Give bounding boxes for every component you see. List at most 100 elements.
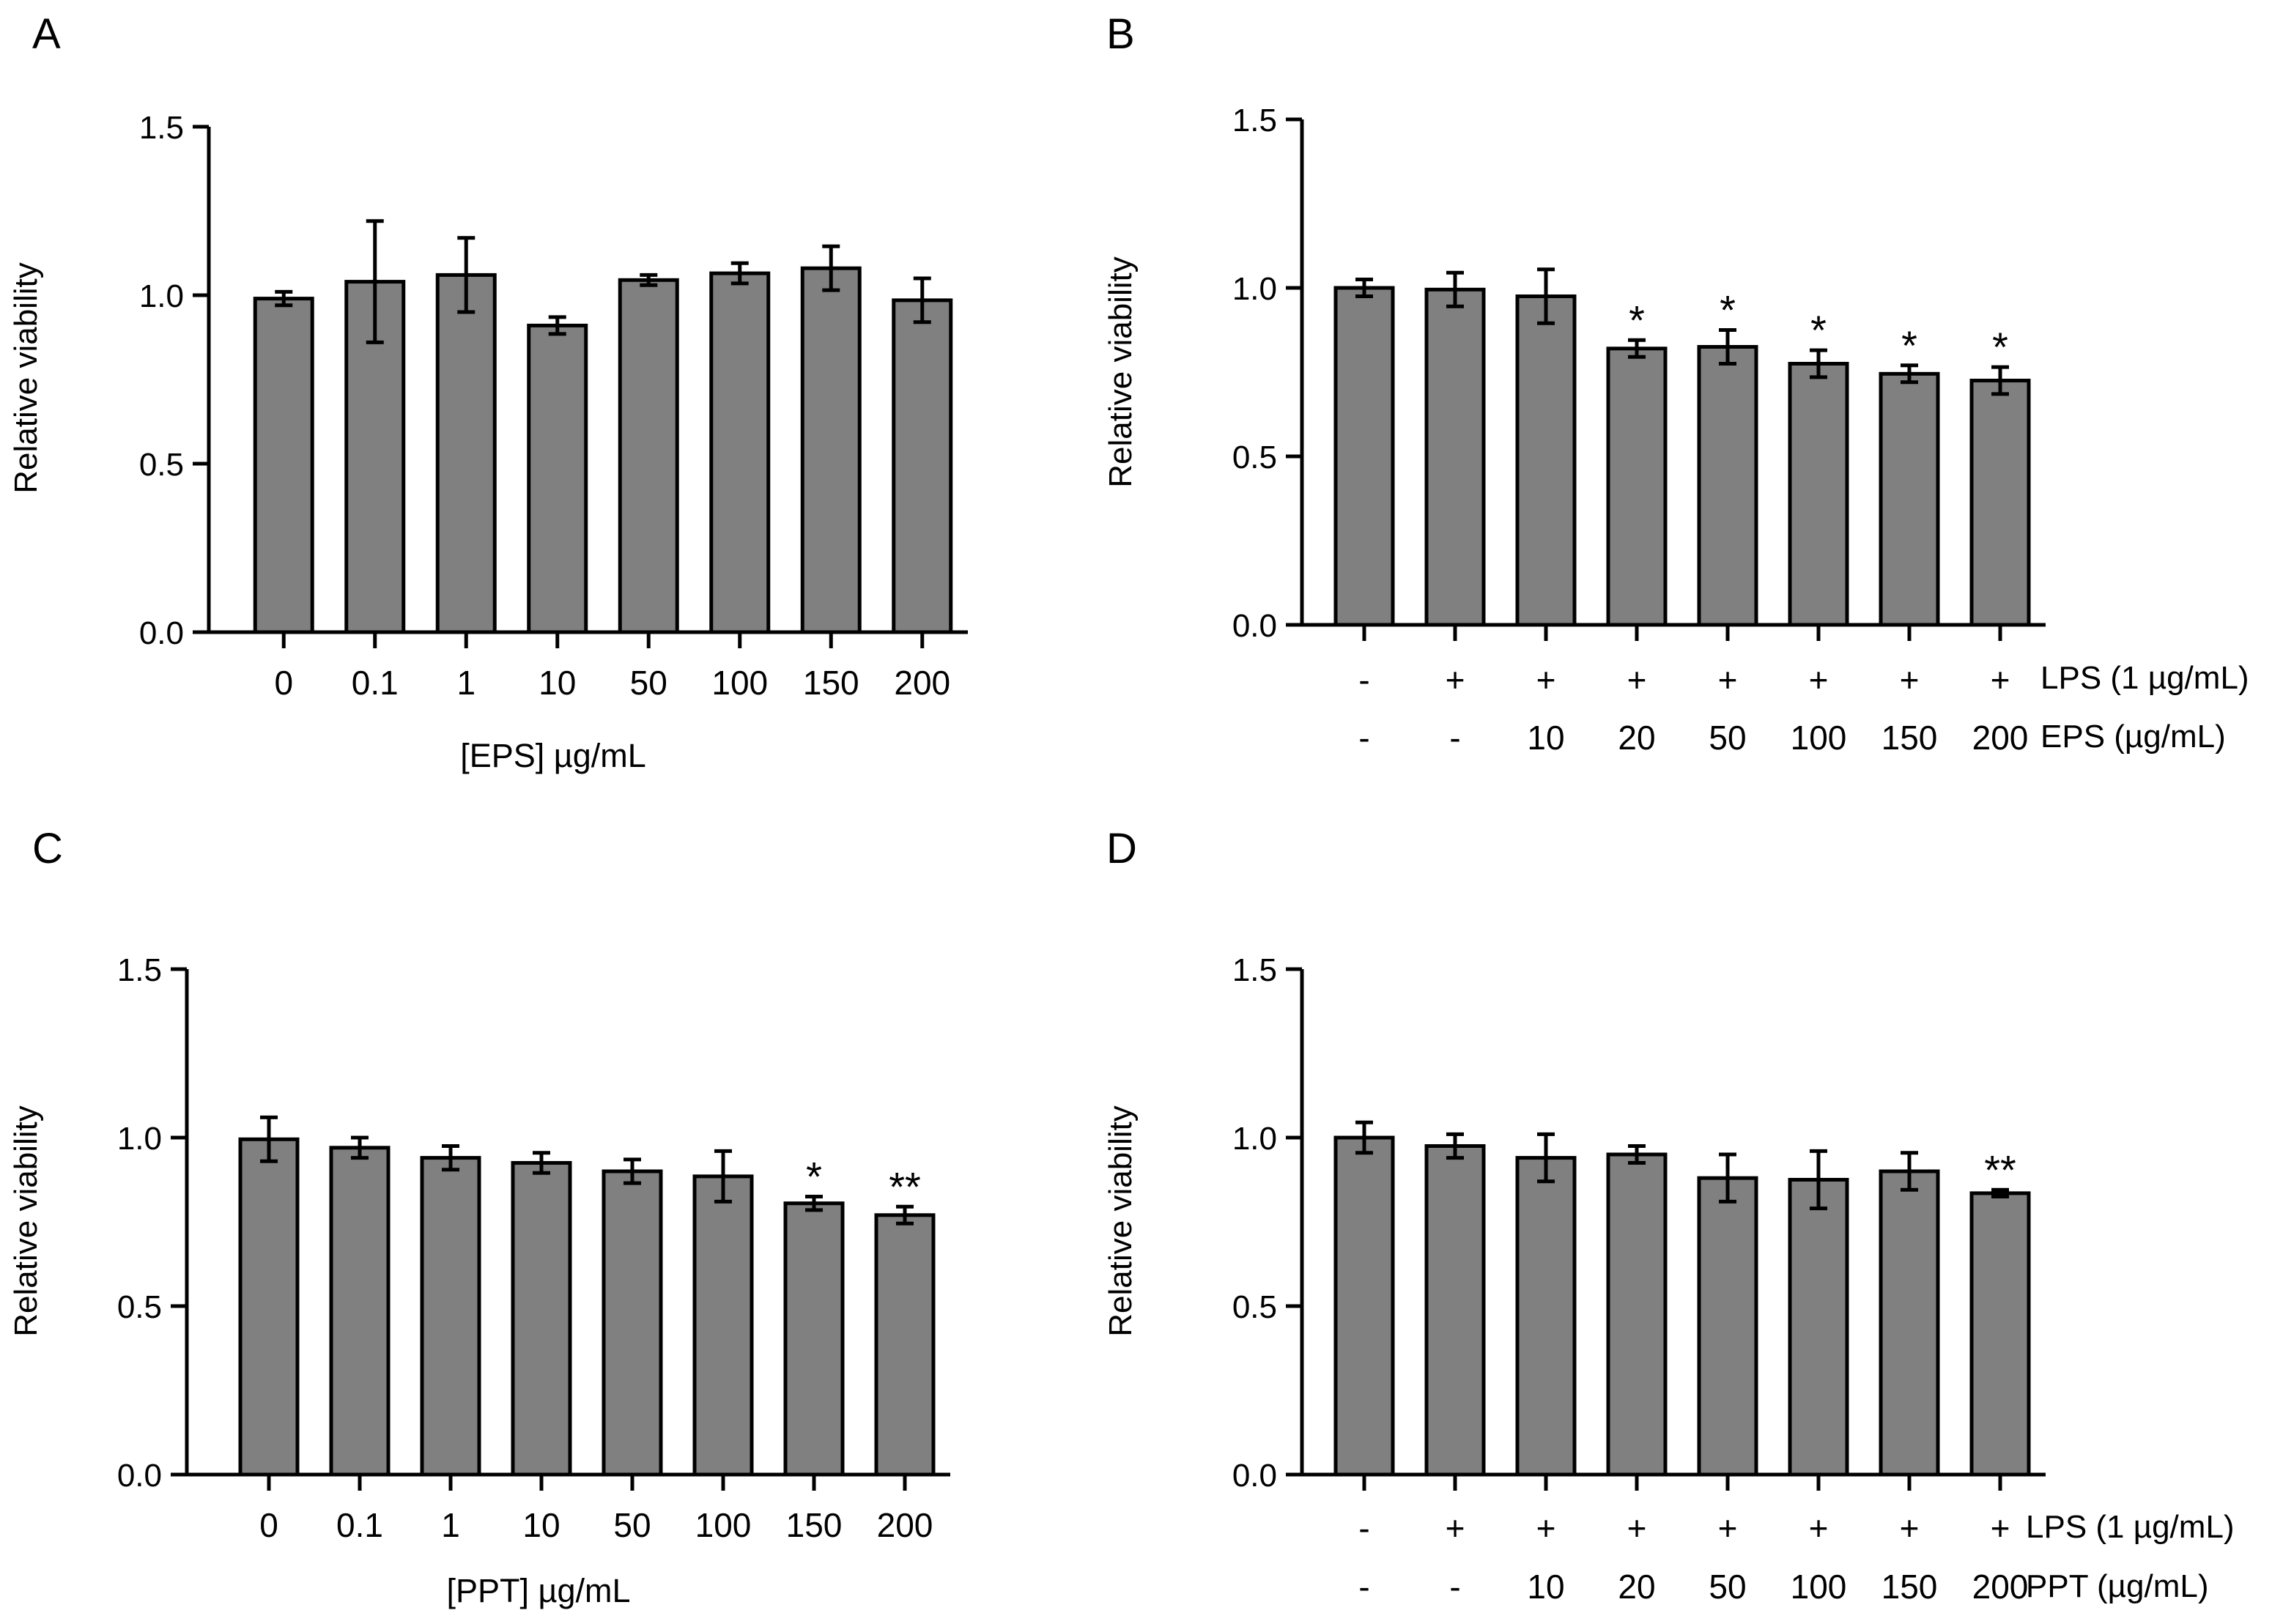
panel-b-bar — [1788, 362, 1849, 627]
panel-a: A 0.0 0.5 1.0 1.5 0 0.1 1 10 50 100 150 200 Relativ… — [8, 10, 968, 774]
panel-a-x-tick-label: 150 — [803, 664, 859, 702]
panel-b: B 0.0 0.5 1.0 1.5 - - + - +10 * +20 * +50 * +100 * +150 *… — [1103, 10, 2249, 757]
panel-d-significance-marker: ** — [1984, 1146, 2016, 1193]
panel-c-significance-marker: ** — [889, 1163, 921, 1209]
panel-b-significance-marker: * — [1901, 322, 1917, 368]
panel-c-x-tick-label: 1 — [441, 1506, 460, 1544]
panel-a-x-tick-label: 50 — [630, 664, 667, 702]
panel-d-row-1-value: 50 — [1709, 1568, 1746, 1606]
panel-a-x-tick-label: 0.1 — [352, 664, 399, 702]
panel-a-y-tick-label: 0.5 — [139, 447, 184, 483]
panel-b-bar — [1424, 287, 1486, 627]
panel-d-bar — [1333, 1135, 1395, 1477]
panel-d-y-tick-label: 1.5 — [1232, 952, 1277, 988]
panel-d-bar — [1969, 1191, 2031, 1477]
panel-d-row-0-value: + — [1536, 1509, 1556, 1547]
panel-a-y-tick-label: 1.0 — [139, 278, 184, 314]
panel-a-bar — [527, 323, 588, 634]
panel-c-x-tick-label: 50 — [613, 1506, 651, 1544]
panel-c-plot: 0.0 0.5 1.0 1.5 0 0.1 1 10 50 100 * 150 ** 200 — [117, 952, 950, 1544]
panel-b-row-0-value: - — [1358, 661, 1369, 699]
panel-d-row-0-value: - — [1358, 1509, 1369, 1547]
panel-b-y-tick-label: 1.0 — [1232, 271, 1277, 307]
panel-d-row-label-lps: LPS (1 µg/mL) — [2026, 1509, 2235, 1545]
panel-c-x-tick-label: 0 — [259, 1506, 278, 1544]
panel-d-y-tick-label: 0.5 — [1232, 1289, 1277, 1325]
panel-b-label: B — [1106, 10, 1135, 58]
panel-a-bar — [435, 272, 497, 634]
panel-b-row-0-value: + — [1809, 661, 1829, 699]
panel-a-bar — [800, 266, 862, 634]
panel-a-x-tick-label: 200 — [894, 664, 950, 702]
panel-b-row-1-value: 200 — [1972, 719, 2029, 757]
panel-a-x-tick-label: 100 — [711, 664, 768, 702]
panel-c-bar — [420, 1156, 481, 1477]
panel-d-row-0-value: + — [1627, 1509, 1647, 1547]
panel-b-row-0-value: + — [1900, 661, 1920, 699]
panel-d-row-1-value: - — [1358, 1568, 1369, 1606]
panel-b-y-axis-label: Relative viability — [1103, 256, 1139, 487]
panel-b-row-0-value: + — [1718, 661, 1738, 699]
panel-d-row-1-value: 20 — [1618, 1568, 1655, 1606]
panel-c-bar — [692, 1174, 754, 1477]
panel-a-bar — [709, 271, 771, 634]
panel-d-row-1-value: 200 — [1972, 1568, 2029, 1606]
panel-c-x-axis-label: [PPT] µg/mL — [447, 1572, 631, 1609]
panel-d-row-0-value: + — [1446, 1509, 1465, 1547]
panel-c-bar — [783, 1201, 845, 1477]
panel-a-x-tick-label: 0 — [274, 664, 293, 702]
panel-c-y-tick-label: 0.5 — [117, 1289, 162, 1325]
panel-b-y-tick-label: 1.5 — [1232, 103, 1277, 138]
panel-c-x-tick-label: 200 — [877, 1506, 933, 1544]
panel-d-row-label-ppt: PPT (µg/mL) — [2026, 1568, 2208, 1604]
panel-d-bar — [1788, 1178, 1849, 1477]
panel-b-row-0-value: + — [1627, 661, 1647, 699]
panel-d-row-0-value: + — [1718, 1509, 1738, 1547]
panel-c-y-tick-label: 0.0 — [117, 1458, 162, 1494]
panel-d-row-0-value: + — [1991, 1509, 2010, 1547]
panel-c-significance-marker: * — [806, 1154, 822, 1200]
panel-b-row-1-value: 50 — [1709, 719, 1746, 757]
panel-d-bar — [1606, 1152, 1668, 1477]
panel-b-significance-marker: * — [1810, 307, 1827, 353]
panel-c-y-axis-label: Relative viability — [8, 1105, 44, 1336]
panel-d-bar — [1879, 1169, 1940, 1477]
panel-c-y-tick-label: 1.5 — [117, 952, 162, 988]
panel-d: D 0.0 0.5 1.0 1.5 - - + - +10 +20 +50 +100 +150 ** +20… — [1103, 825, 2235, 1606]
panel-a-bar — [253, 297, 314, 634]
panel-d-row-0-value: + — [1809, 1509, 1829, 1547]
panel-d-label: D — [1106, 825, 1137, 872]
panel-c-bar — [511, 1161, 572, 1477]
panel-c-y-tick-label: 1.0 — [117, 1121, 162, 1157]
panel-d-bar — [1515, 1156, 1577, 1477]
panel-c-bar — [238, 1137, 300, 1477]
panel-c-x-tick-label: 0.1 — [336, 1506, 383, 1544]
panel-c-x-tick-label: 100 — [695, 1506, 752, 1544]
panel-c-x-tick-label: 150 — [786, 1506, 843, 1544]
panel-b-significance-marker: * — [1992, 324, 2008, 370]
panel-b-significance-marker: * — [1629, 297, 1645, 343]
panel-b-y-tick-label: 0.0 — [1232, 608, 1277, 644]
panel-a-y-axis-label: Relative viability — [8, 262, 44, 493]
panel-d-row-1-value: 100 — [1791, 1568, 1847, 1606]
panel-b-bar — [1969, 379, 2031, 627]
panel-c: C 0.0 0.5 1.0 1.5 0 0.1 1 10 50 100 * 150 ** 200 Rela… — [8, 825, 950, 1609]
panel-a-bar — [892, 298, 953, 634]
panel-d-row-1-value: - — [1449, 1568, 1460, 1606]
panel-d-bar — [1697, 1176, 1758, 1477]
panel-a-label: A — [32, 10, 61, 58]
panel-c-bar — [329, 1146, 391, 1477]
panel-a-x-axis-label: [EPS] µg/mL — [460, 737, 646, 774]
panel-b-row-0-value: + — [1536, 661, 1556, 699]
panel-b-bar — [1879, 371, 1940, 627]
panel-b-bar — [1697, 345, 1758, 627]
panel-b-bar — [1515, 294, 1577, 627]
panel-b-bar — [1606, 346, 1668, 627]
panel-b-row-1-value: - — [1449, 719, 1460, 757]
panel-d-plot: 0.0 0.5 1.0 1.5 - - + - +10 +20 +50 +100 +150 ** +200 — [1232, 952, 2046, 1606]
panel-d-row-1-value: 150 — [1881, 1568, 1938, 1606]
panel-c-bar — [874, 1213, 936, 1477]
panel-c-label: C — [32, 825, 63, 872]
panel-b-row-1-value: 150 — [1881, 719, 1938, 757]
panel-b-row-1-value: 100 — [1791, 719, 1847, 757]
